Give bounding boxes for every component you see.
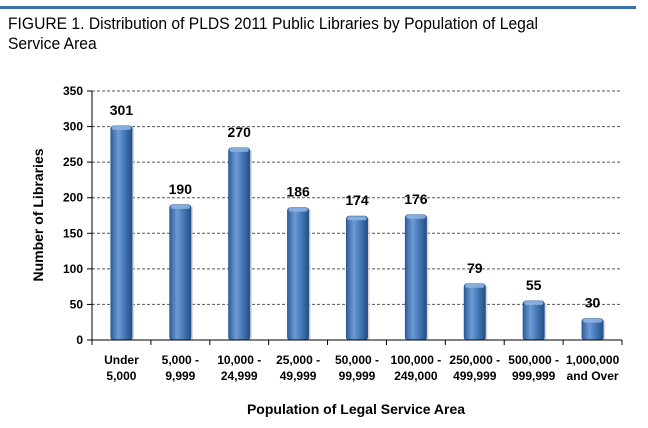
x-axis: Under 5,000 5,000 - 9,999 10,000 - 24,999 25,0… [91, 339, 623, 383]
x-tick-label: 24,999 [221, 369, 258, 383]
data-label: 186 [286, 184, 310, 200]
bar-cap [170, 204, 190, 209]
x-tick-label: 1,000,000 [566, 353, 620, 367]
bar-cap [465, 283, 485, 288]
bars: 301 190 270 186 174 176 79 55 30 [110, 102, 606, 341]
x-tick-label: 250,000 - [449, 353, 500, 367]
bar-cap [111, 125, 132, 130]
data-label: 55 [526, 277, 542, 293]
bar-cap [582, 318, 603, 323]
x-tick-label: and Over [567, 369, 619, 383]
figure-title: FIGURE 1. Distribution of PLDS 2011 Publ… [8, 14, 539, 53]
data-label: 79 [467, 260, 483, 276]
data-label: 190 [169, 181, 193, 197]
x-tick-label: 100,000 - [391, 353, 442, 367]
y-tick-label: 0 [76, 333, 83, 347]
title-accent-rule [0, 6, 636, 9]
bar [169, 204, 192, 341]
bar-cap [347, 216, 367, 221]
y-axis: 0 50 100 150 200 250 300 350 [63, 84, 93, 347]
x-tick-label: 50,000 - [335, 353, 379, 367]
x-tick-label: 249,000 [394, 369, 438, 383]
x-tick-label: 10,000 - [217, 353, 261, 367]
x-tick-label: 25,000 - [276, 353, 320, 367]
y-tick-label: 350 [63, 84, 83, 98]
x-tick-label: Under [104, 353, 139, 367]
data-label: 174 [345, 192, 369, 208]
bar [522, 300, 545, 341]
x-tick-label: 499,999 [453, 369, 497, 383]
x-tick-label: 99,999 [339, 369, 376, 383]
bar [228, 147, 251, 341]
data-label: 270 [228, 124, 252, 140]
bar [110, 125, 133, 341]
y-axis-title: Number of Libraries [30, 148, 46, 281]
bar-cap [288, 207, 308, 212]
bar-cap [524, 300, 544, 305]
y-tick-label: 200 [63, 191, 83, 205]
x-tick-label: 999,999 [512, 369, 556, 383]
bar-cap [406, 214, 426, 219]
y-tick-label: 300 [63, 120, 83, 134]
x-tick-label: 9,999 [165, 369, 195, 383]
bar [345, 215, 368, 341]
x-tick-label: 5,000 [106, 369, 136, 383]
bar-cap [229, 147, 249, 152]
y-tick-label: 250 [63, 155, 83, 169]
x-tick-label: 49,999 [280, 369, 317, 383]
x-axis-title: Population of Legal Service Area [247, 401, 465, 417]
y-tick-label: 50 [70, 297, 84, 311]
data-label: 176 [404, 191, 428, 207]
y-tick-label: 100 [63, 262, 83, 276]
data-label: 301 [110, 102, 134, 118]
x-tick-label: 5,000 - [162, 353, 199, 367]
bar [463, 283, 486, 341]
data-label: 30 [585, 295, 601, 311]
x-tick-label: 500,000 - [508, 353, 559, 367]
bar [287, 207, 310, 341]
bar [404, 214, 427, 341]
y-tick-label: 150 [63, 226, 83, 240]
